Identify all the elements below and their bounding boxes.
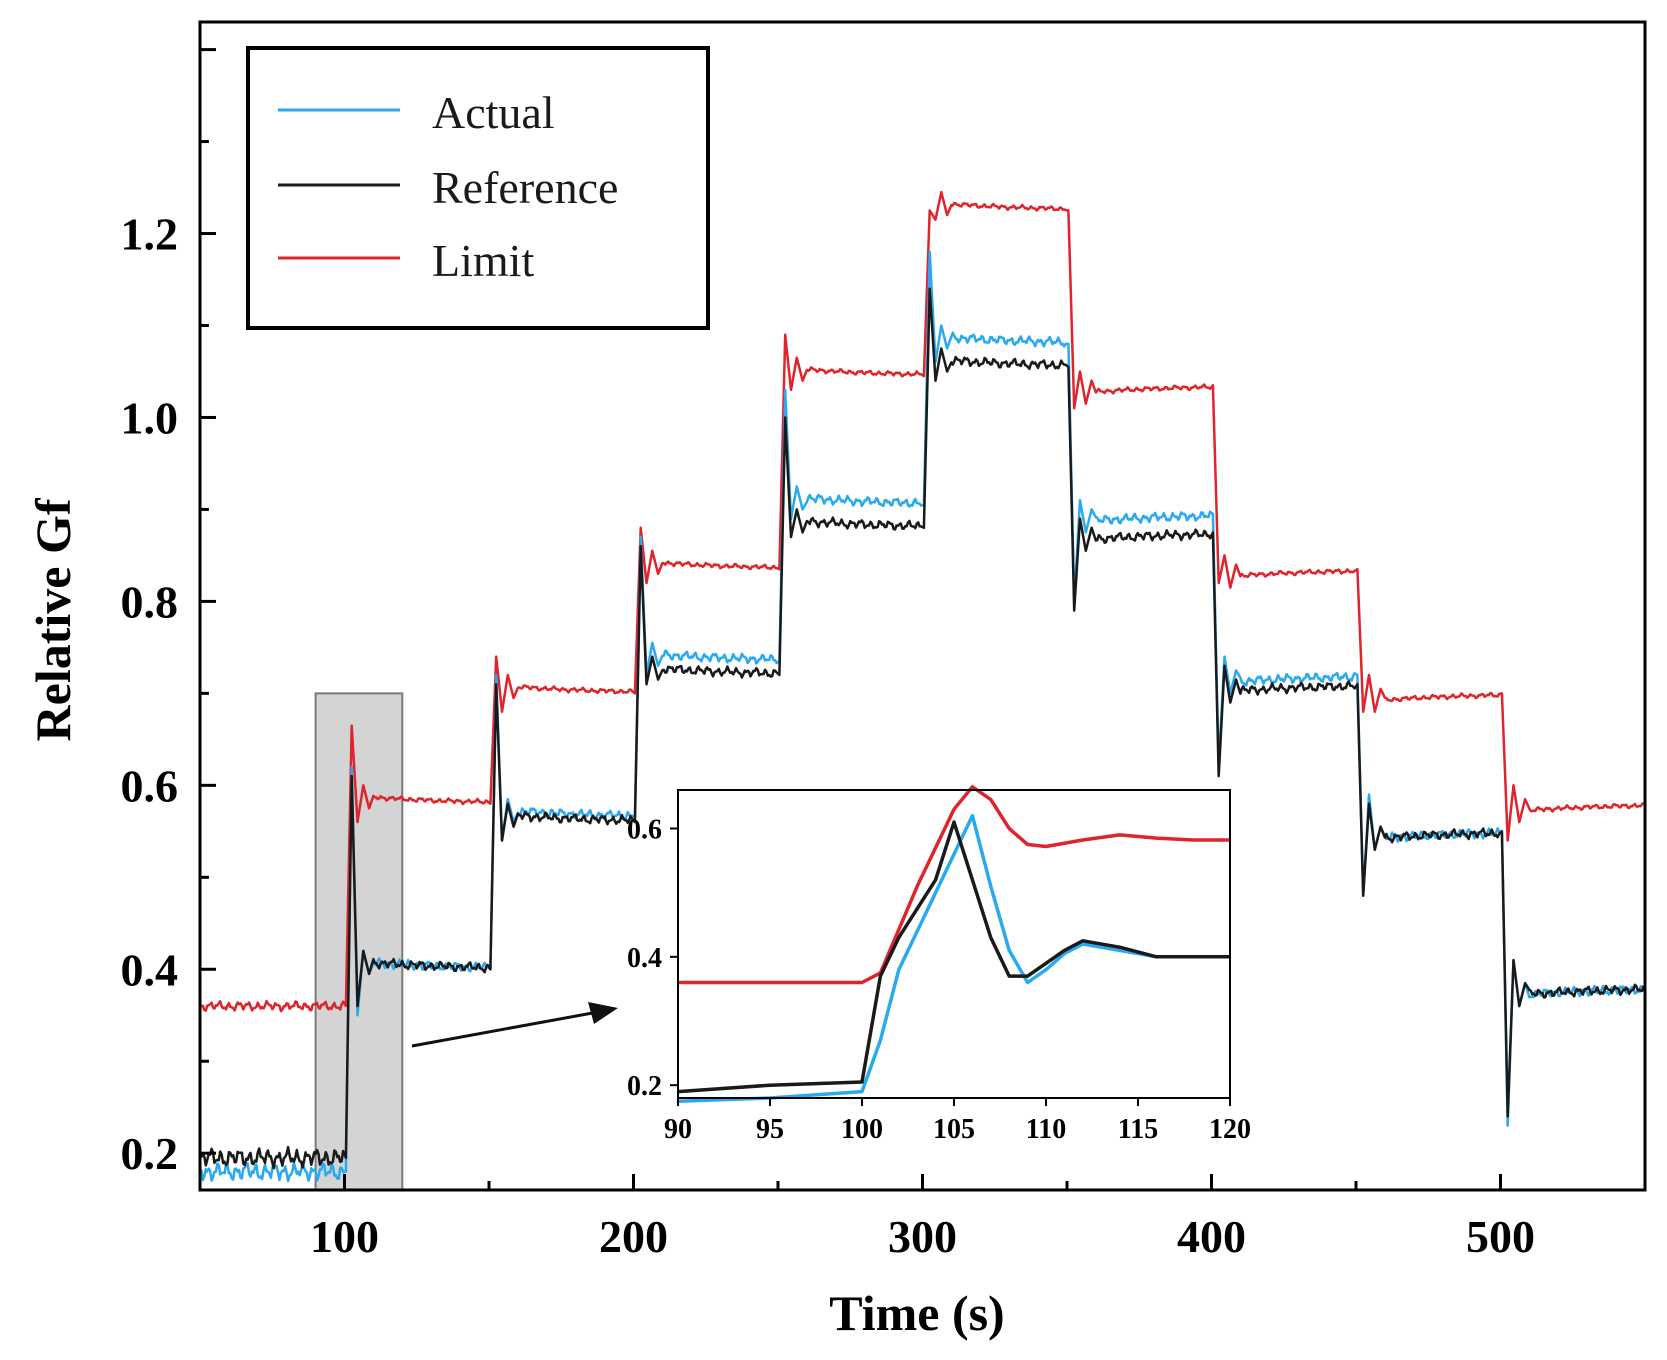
x-axis-title: Time (s) [829, 1285, 1004, 1341]
x-tick-label: 400 [1177, 1211, 1246, 1262]
inset-y-tick-label: 0.6 [627, 815, 662, 846]
series-line-actual [198, 250, 1645, 1183]
inset-series-line-reference [677, 820, 1230, 1094]
y-tick-label: 0.4 [121, 944, 179, 995]
inset-plot: 90 95 100 105 110 115 120 0.2 0.4 0.6 [627, 785, 1251, 1145]
inset-y-tick-label: 0.2 [627, 1071, 662, 1102]
inset-x-tick-label: 115 [1118, 1114, 1158, 1145]
inset-y-tick-label: 0.4 [627, 943, 662, 974]
inset-x-axis: 90 95 100 105 110 115 120 [664, 1098, 1251, 1145]
series-line-limit [198, 190, 1645, 1013]
y-axis-title: Relative Gf [25, 497, 81, 741]
inset-background [678, 790, 1230, 1098]
legend: Actual Reference Limit [246, 46, 710, 330]
zoom-arrow-line [411, 1010, 599, 1048]
series-line-reference [198, 287, 1645, 1170]
zoom-arrow [411, 1002, 618, 1048]
x-tick-label: 500 [1466, 1211, 1535, 1262]
y-axis: 0.2 0.4 0.6 0.8 1.0 1.2 [121, 48, 216, 1179]
inset-series-line-actual [677, 813, 1230, 1103]
y-tick-label: 1.2 [121, 209, 179, 260]
inset-x-tick-label: 90 [664, 1114, 692, 1145]
legend-label-limit: Limit [432, 235, 534, 286]
x-tick-label: 200 [599, 1211, 668, 1262]
zoom-highlight-region [314, 692, 404, 1191]
inset-x-tick-label: 120 [1209, 1114, 1251, 1145]
y-tick-label: 0.8 [121, 576, 179, 627]
x-tick-label: 100 [310, 1211, 379, 1262]
main-plot: 100 200 300 400 500 0.2 0.4 0.6 0.8 1.0 1.2 [121, 20, 1647, 1262]
inset-x-tick-label: 105 [933, 1114, 975, 1145]
y-tick-label: 0.6 [121, 760, 179, 811]
main-series-group [198, 190, 1645, 1183]
legend-label-actual: Actual [432, 87, 555, 138]
inset-x-tick-label: 110 [1026, 1114, 1066, 1145]
x-axis: 100 200 300 400 500 [198, 1174, 1647, 1262]
legend-label-reference: Reference [432, 162, 618, 213]
legend-box [246, 46, 710, 330]
y-tick-label: 0.2 [121, 1128, 179, 1179]
inset-series-line-limit [678, 785, 1230, 985]
zoom-arrow-head [588, 1002, 618, 1024]
inset-x-tick-label: 95 [756, 1114, 784, 1145]
y-tick-label: 1.0 [121, 392, 179, 443]
x-tick-label: 300 [888, 1211, 957, 1262]
inset-x-tick-label: 100 [841, 1114, 883, 1145]
inset-series-group [677, 785, 1230, 1103]
inset-y-axis: 0.2 0.4 0.6 [627, 815, 678, 1102]
